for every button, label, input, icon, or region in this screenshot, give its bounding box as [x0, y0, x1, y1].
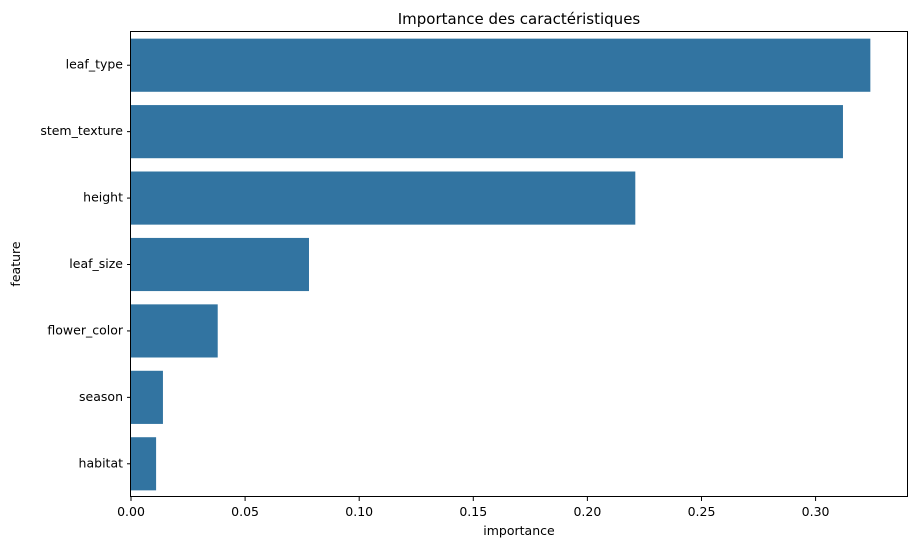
y-tick-label-flower-color: flower_color [47, 322, 123, 337]
bar-flower-color [131, 304, 218, 358]
bar-habitat [131, 437, 157, 491]
x-tick-label: 0.05 [231, 504, 259, 519]
x-tick-label: 0.15 [459, 504, 487, 519]
x-tick-label: 0.20 [573, 504, 601, 519]
x-tick-label: 0.30 [802, 504, 830, 519]
bar-leaf-type [131, 38, 871, 92]
x-axis-label: importance [483, 523, 555, 538]
x-axis-ticks: 0.00 0.05 0.10 0.15 0.20 0.25 0.30 [117, 497, 830, 519]
y-axis-label: feature [8, 241, 23, 286]
y-tick-label-leaf-size: leaf_size [69, 256, 123, 271]
chart-title: Importance des caractéristiques [398, 10, 641, 28]
plot-frame [130, 31, 908, 497]
y-tick-label-season: season [79, 389, 123, 404]
y-tick-label-stem-texture: stem_texture [40, 123, 123, 138]
bar-leaf-size [131, 237, 309, 292]
y-tick-label-leaf-type: leaf_type [66, 57, 124, 72]
y-tick-label-habitat: habitat [79, 455, 124, 470]
x-tick-label: 0.25 [688, 504, 716, 519]
bar-stem-texture [131, 105, 843, 159]
x-tick-label: 0.10 [345, 504, 373, 519]
y-tick-label-height: height [83, 190, 123, 205]
bar-height [131, 171, 636, 225]
bars-group [131, 38, 871, 491]
bar-season [131, 370, 163, 424]
x-tick-label: 0.00 [117, 504, 145, 519]
